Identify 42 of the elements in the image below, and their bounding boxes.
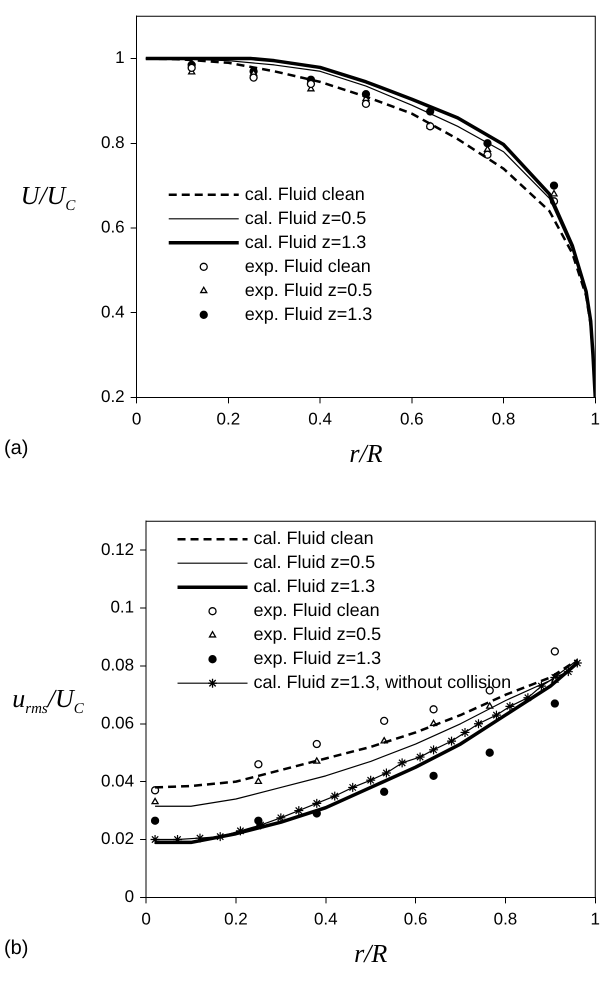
y-tick-label: 0.04	[100, 771, 134, 790]
legend-label: cal. Fluid z=1.3	[254, 576, 376, 596]
y-axis-title: U/U$_{C}$	[20, 180, 76, 215]
legend-label: exp. Fluid z=0.5	[254, 624, 382, 644]
x-tick-label: 0.4	[314, 909, 338, 928]
text: (a)	[4, 437, 28, 460]
y-tick-label: 0.4	[100, 302, 125, 322]
x-tick-label: 1	[590, 409, 600, 428]
x-tick-label: 0.6	[400, 409, 424, 428]
legend-label: cal. Fluid clean	[244, 184, 365, 204]
y-tick-label: 0.1	[110, 598, 134, 617]
legend-label: cal. Fluid clean	[254, 528, 374, 548]
legend-label: cal. Fluid z=1.3, without collision	[254, 672, 512, 692]
y-tick-label: 1	[115, 48, 125, 68]
x-tick-label: 0.4	[308, 409, 332, 428]
y-tick-label: 0.08	[100, 656, 134, 675]
legend-label: exp. Fluid z=1.3	[244, 304, 372, 324]
y-axis-title: u$_{rms}$/U$_{C}$	[11, 684, 85, 718]
y-tick-label: 0.2	[100, 387, 125, 406]
y-tick-label: 0.6	[100, 218, 125, 237]
x-tick-label: 0.6	[404, 909, 428, 928]
x-tick-label: 0	[141, 909, 151, 928]
x-tick-label: 0.8	[492, 409, 516, 428]
y-tick-label: 0.8	[100, 132, 125, 152]
x-axis-title: r/R	[349, 439, 383, 468]
legend-label: exp. Fluid z=1.3	[254, 648, 382, 668]
legend-label: exp. Fluid clean	[254, 600, 380, 620]
x-tick-label: 0.2	[224, 909, 248, 928]
y-tick-label: 0.02	[100, 829, 134, 848]
legend-label: exp. Fluid clean	[244, 256, 371, 276]
legend-label: cal. Fluid z=0.5	[254, 552, 376, 572]
x-tick-label: 0.2	[216, 409, 240, 428]
y-tick-label: 0	[124, 887, 134, 906]
x-axis-title: r/R	[354, 939, 388, 968]
legend-label: cal. Fluid z=1.3	[244, 232, 366, 252]
y-tick-label: 0.12	[100, 540, 134, 559]
legend-label: exp. Fluid z=0.5	[244, 280, 372, 300]
text: (b)	[4, 937, 28, 960]
x-tick-label: 0.8	[494, 909, 518, 928]
y-tick-label: 0.06	[100, 713, 134, 732]
legend-label: cal. Fluid z=0.5	[244, 208, 366, 228]
x-tick-label: 1	[590, 909, 600, 928]
